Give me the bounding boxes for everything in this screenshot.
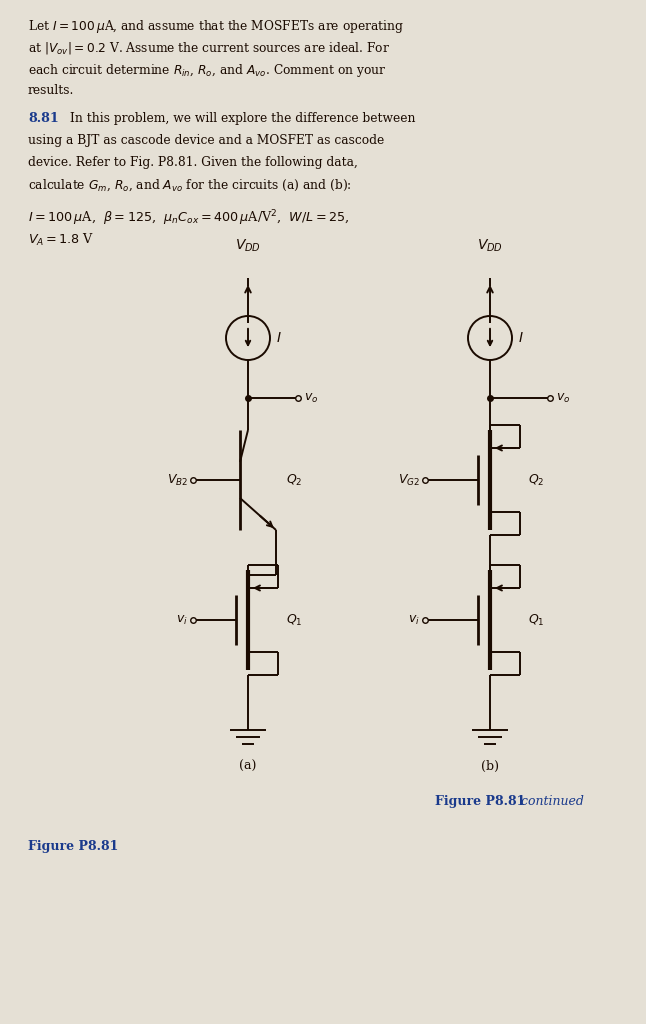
Text: (a): (a): [239, 760, 256, 773]
Text: $V_{DD}$: $V_{DD}$: [477, 238, 503, 254]
Text: Figure P8.81: Figure P8.81: [435, 795, 525, 808]
Text: Let $I = 100\,\mu$A, and assume that the MOSFETs are operating: Let $I = 100\,\mu$A, and assume that the…: [28, 18, 404, 35]
Text: Figure P8.81: Figure P8.81: [28, 840, 118, 853]
Text: $v_i$: $v_i$: [176, 613, 188, 627]
Text: (b): (b): [481, 760, 499, 773]
Text: $V_{B2}$: $V_{B2}$: [167, 472, 188, 487]
Text: $v_o$: $v_o$: [556, 391, 570, 404]
Text: In this problem, we will explore the difference between: In this problem, we will explore the dif…: [70, 112, 415, 125]
Text: $v_o$: $v_o$: [304, 391, 318, 404]
Text: $I$: $I$: [276, 331, 282, 345]
Text: $V_{G2}$: $V_{G2}$: [398, 472, 420, 487]
Text: $V_{DD}$: $V_{DD}$: [235, 238, 261, 254]
Text: $Q_2$: $Q_2$: [286, 472, 302, 487]
Text: continued: continued: [517, 795, 584, 808]
Text: $Q_1$: $Q_1$: [286, 612, 302, 628]
Text: $I = 100\,\mu$A,  $\beta = 125$,  $\mu_n C_{ox} = 400\,\mu$A/V$^2$,  $W/L = 25$,: $I = 100\,\mu$A, $\beta = 125$, $\mu_n C…: [28, 208, 349, 227]
Text: $Q_2$: $Q_2$: [528, 472, 545, 487]
Text: $V_A = 1.8$ V: $V_A = 1.8$ V: [28, 232, 94, 248]
Text: $v_i$: $v_i$: [408, 613, 420, 627]
Text: $Q_1$: $Q_1$: [528, 612, 545, 628]
Text: calculate $G_m$, $R_o$, and $A_{vo}$ for the circuits (a) and (b):: calculate $G_m$, $R_o$, and $A_{vo}$ for…: [28, 178, 352, 194]
Text: $I$: $I$: [518, 331, 524, 345]
Text: each circuit determine $R_{in}$, $R_o$, and $A_{vo}$. Comment on your: each circuit determine $R_{in}$, $R_o$, …: [28, 62, 386, 79]
Text: 8.81: 8.81: [28, 112, 59, 125]
Text: device. Refer to Fig. P8.81. Given the following data,: device. Refer to Fig. P8.81. Given the f…: [28, 156, 358, 169]
Text: results.: results.: [28, 84, 74, 97]
Text: using a BJT as cascode device and a MOSFET as cascode: using a BJT as cascode device and a MOSF…: [28, 134, 384, 147]
Text: at $|V_{ov}| = 0.2$ V. Assume the current sources are ideal. For: at $|V_{ov}| = 0.2$ V. Assume the curren…: [28, 40, 390, 56]
